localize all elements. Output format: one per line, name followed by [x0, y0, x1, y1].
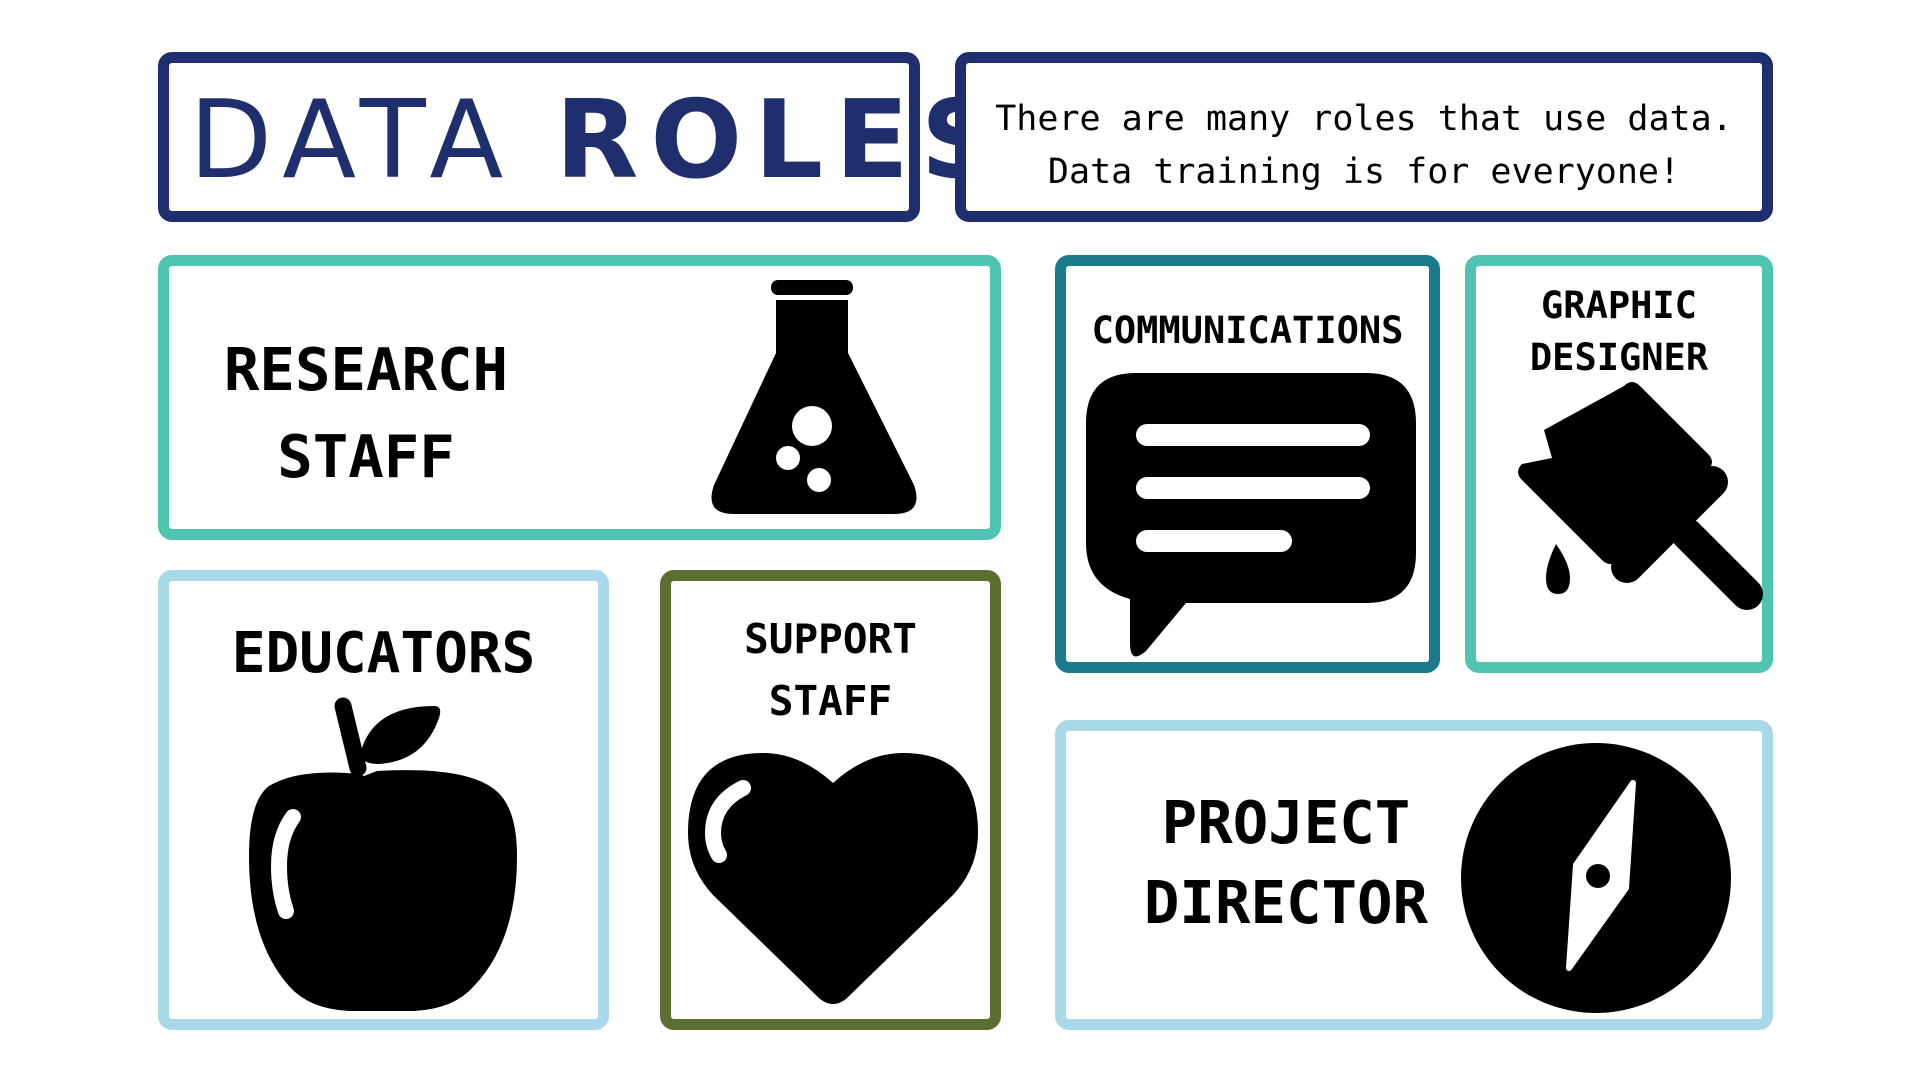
- heart-icon: [688, 753, 978, 1004]
- compass-icon: [1461, 743, 1731, 1013]
- tagline: There are many roles that use data. Data…: [966, 93, 1762, 199]
- tagline-card: There are many roles that use data. Data…: [955, 52, 1773, 222]
- research-staff-label: RESEARCH STAFF: [223, 335, 509, 491]
- project-director-card: PROJECT DIRECTOR: [1055, 720, 1773, 1030]
- flask-icon: [711, 280, 917, 514]
- support-staff-label: SUPPORT STAFF: [744, 615, 917, 725]
- support-staff-card: SUPPORT STAFF: [660, 570, 1001, 1030]
- title-light: DATA: [189, 78, 516, 203]
- communications-label: COMMUNICATIONS: [1091, 309, 1404, 352]
- graphic-designer-card: GRAPHIC DESIGNER: [1465, 255, 1773, 673]
- title-bold: ROLES: [555, 78, 1011, 203]
- educators-card: EDUCATORS: [158, 570, 609, 1030]
- chat-bubble-icon: [1086, 373, 1416, 657]
- apple-icon: [249, 697, 517, 1011]
- graphic-designer-label: GRAPHIC DESIGNER: [1529, 284, 1709, 379]
- paint-roller-icon: [1518, 382, 1763, 610]
- title-card: DATA ROLES: [158, 52, 999, 222]
- page-title: DATA ROLES: [189, 81, 1011, 201]
- project-director-label: PROJECT DIRECTOR: [1143, 788, 1429, 937]
- communications-card: COMMUNICATIONS: [1055, 255, 1440, 673]
- tagline-line-1: There are many roles that use data.: [995, 99, 1733, 139]
- research-staff-card: RESEARCH STAFF: [158, 255, 1001, 540]
- educators-label: EDUCATORS: [231, 621, 536, 686]
- tagline-line-2: Data training is for everyone!: [1047, 152, 1681, 192]
